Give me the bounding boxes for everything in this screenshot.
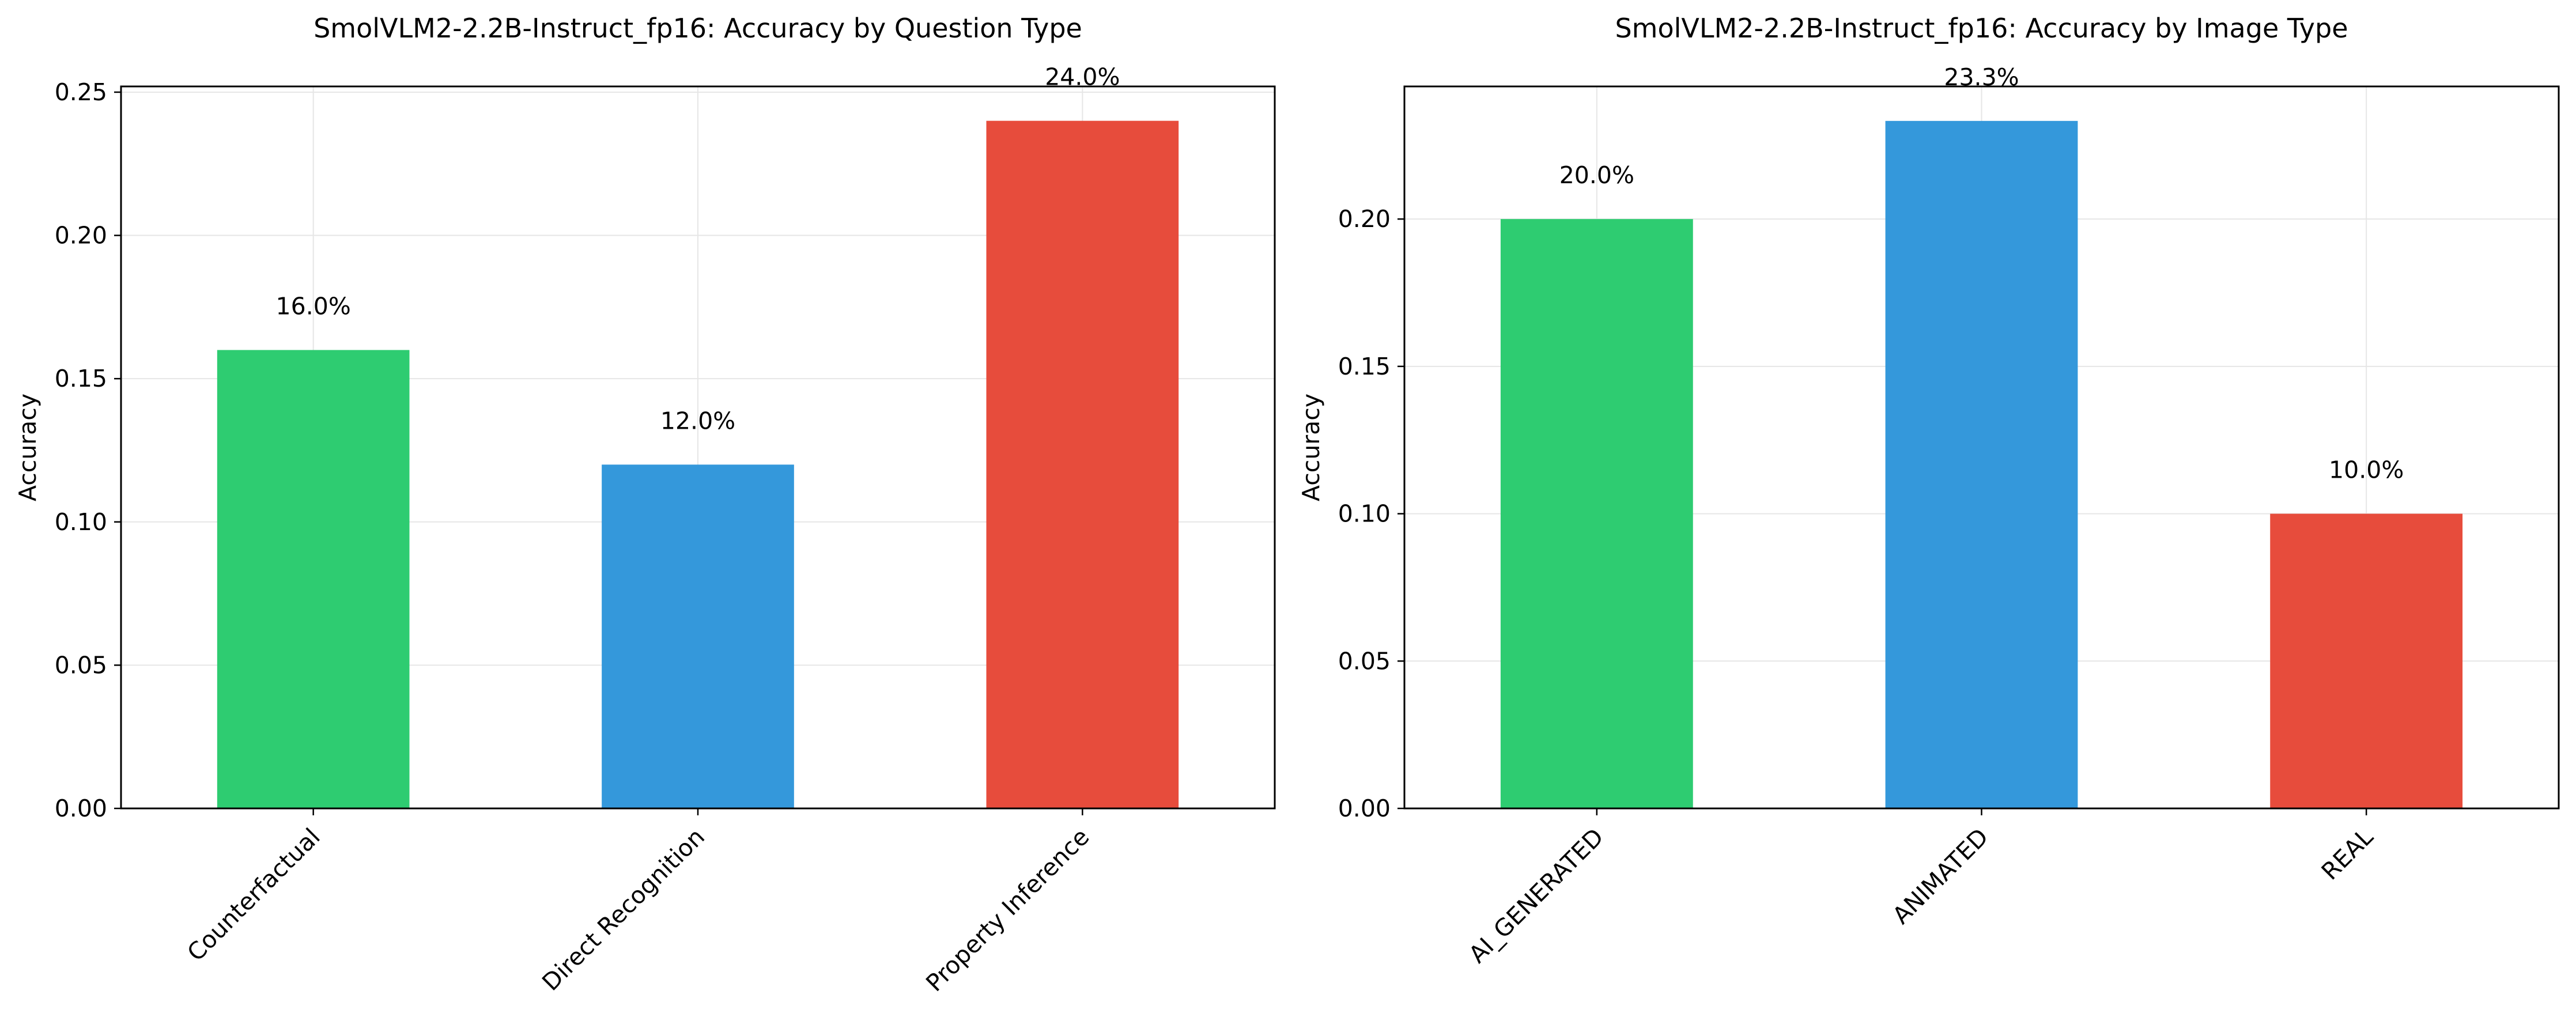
data-label: 20.0% (1559, 161, 1634, 189)
bar (1885, 120, 2078, 808)
x-tick-label: Counterfactual (182, 823, 325, 966)
y-tick-label: 0.20 (1338, 205, 1391, 233)
bar (217, 350, 410, 808)
bar (986, 120, 1179, 809)
x-tick-label: REAL (2316, 823, 2378, 885)
y-tick-label: 0.05 (55, 651, 107, 679)
y-tick-label: 0.00 (1338, 795, 1391, 822)
y-tick-label: 0.20 (55, 222, 107, 249)
y-tick-label: 0.15 (1338, 353, 1391, 380)
y-axis-label: Accuracy (14, 394, 41, 501)
x-tick-label: Property Inference (920, 823, 1094, 997)
y-axis-label: Accuracy (1297, 394, 1325, 501)
y-tick-label: 0.05 (1338, 647, 1391, 675)
y-tick-label: 0.10 (55, 508, 107, 536)
chart-title: SmolVLM2-2.2B-Instruct_fp16: Accuracy by… (313, 13, 1082, 44)
bar (2270, 513, 2463, 808)
y-tick-label: 0.00 (55, 795, 107, 822)
bar (602, 464, 794, 808)
chart-question-type: 16.0%12.0%24.0%0.000.050.100.150.200.25C… (14, 13, 1276, 997)
x-tick-label: ANIMATED (1887, 823, 1994, 929)
y-tick-label: 0.15 (55, 365, 107, 392)
data-label: 10.0% (2329, 456, 2404, 484)
data-label: 16.0% (276, 292, 351, 320)
y-tick-label: 0.10 (1338, 500, 1391, 528)
chart-title: SmolVLM2-2.2B-Instruct_fp16: Accuracy by… (1615, 13, 2348, 44)
x-tick-label: AI_GENERATED (1463, 823, 1609, 969)
y-tick-label: 0.25 (55, 78, 107, 106)
chart-image-type: 20.0%23.3%10.0%0.000.050.100.150.20AI_GE… (1297, 13, 2560, 969)
x-tick-label: Direct Recognition (537, 823, 710, 996)
bar (1500, 219, 1693, 809)
data-label: 12.0% (660, 407, 735, 434)
